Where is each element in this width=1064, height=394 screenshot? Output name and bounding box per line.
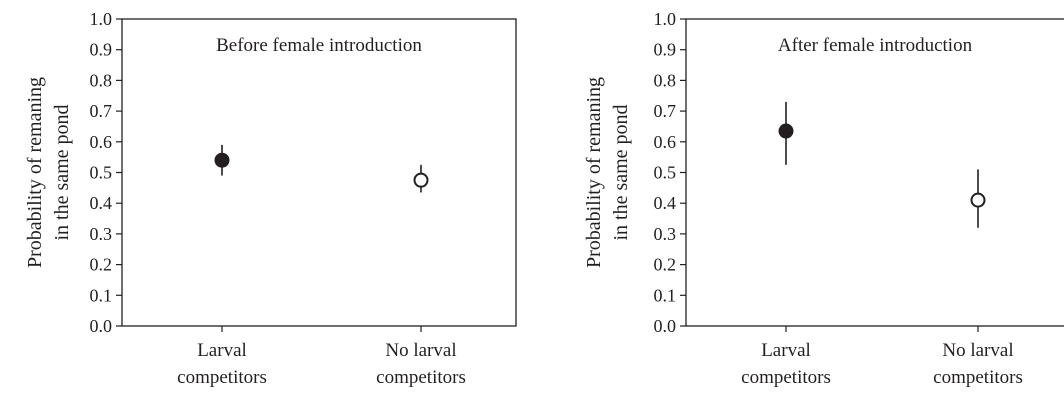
data-point-open [413,172,429,188]
y-axis-title: Probability of remaning [24,77,46,268]
plot-frame [121,18,517,327]
y-axis-title: in the same pond [51,104,73,240]
data-point-open [970,192,986,208]
x-category-label: competitors [933,367,1023,388]
panel-after: 0.0 0.1 0.2 0.3 0.4 0.5 0.6 0.7 0.8 0.9 1.0 Probabi… [583,9,1064,388]
panel-title: Before female introduction [216,35,422,56]
x-category-label: No larval [385,340,456,361]
y-tick-label: 1.0 [90,9,113,29]
y-tick-label: 1.0 [654,9,677,29]
y-tick-label: 0.4 [90,193,113,213]
y-tick-label: 0.4 [654,193,677,213]
x-category-label: Larval [197,340,247,361]
y-tick-label: 0.9 [90,40,113,60]
y-axis-title: Probability of remaning [583,77,605,268]
y-tick-label: 0.9 [654,40,677,60]
y-tick-label: 0.0 [90,316,113,336]
y-tick-label: 0.5 [90,163,113,183]
data-point-filled [778,123,794,139]
x-category-label: No larval [942,340,1013,361]
y-tick-label: 0.3 [654,224,677,244]
x-category-label: competitors [177,367,267,388]
panel-before: 0.0 0.1 0.2 0.3 0.4 0.5 0.6 0.7 0.8 0.9 1.0 Probabi… [24,9,517,388]
x-category-label: competitors [376,367,466,388]
panel-title: After female introduction [778,35,973,56]
y-tick-label: 0.8 [654,70,677,90]
plot-frame [685,18,1064,327]
y-tick-label: 0.1 [654,285,677,305]
y-tick-label: 0.6 [654,132,677,152]
y-tick-label: 0.2 [90,255,113,275]
y-tick-label: 0.7 [90,101,113,121]
y-tick-label: 0.7 [654,101,677,121]
x-category-label: competitors [741,367,831,388]
y-tick-label: 0.3 [90,224,113,244]
y-tick-label: 0.6 [90,132,113,152]
y-tick-label: 0.2 [654,255,677,275]
y-tick-label: 0.0 [654,316,677,336]
y-axis-title: in the same pond [610,104,632,240]
y-tick-label: 0.8 [90,70,113,90]
y-tick-label: 0.1 [90,285,113,305]
data-point-filled [214,152,230,168]
y-tick-label: 0.5 [654,163,677,183]
x-category-label: Larval [761,340,811,361]
